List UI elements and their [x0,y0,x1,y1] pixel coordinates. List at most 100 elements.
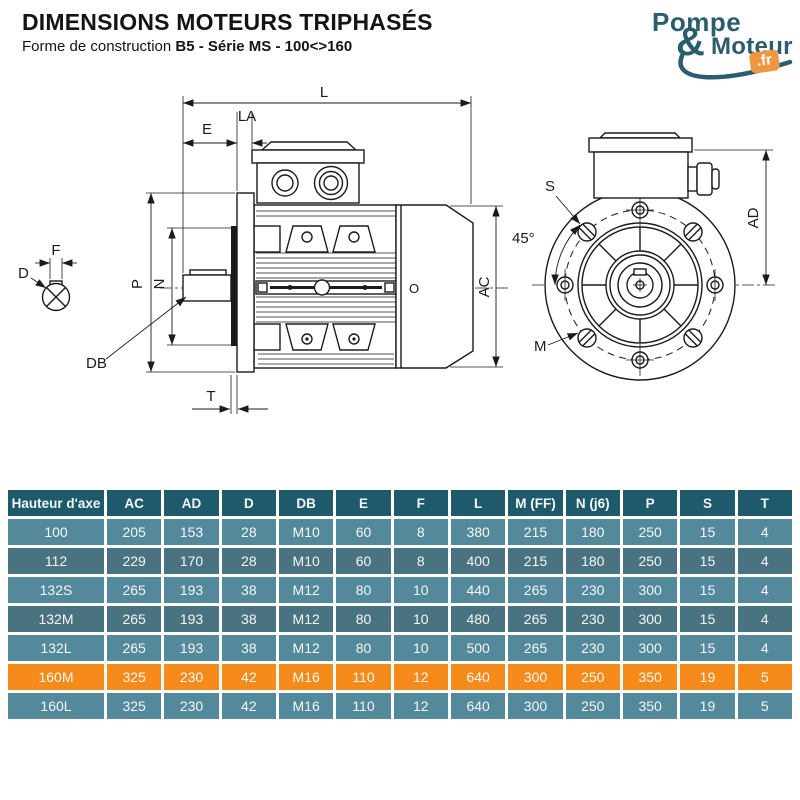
cell: 100 [8,519,104,545]
cell: M16 [278,693,334,719]
col-header-n-j6: N (j6) [565,490,620,516]
cell: 4 [737,519,792,545]
cell: 10 [393,606,448,632]
table-header-row: Hauteur d'axe AC AD D DB E F L M (FF) N … [8,490,792,516]
cell: 193 [164,577,219,603]
cell: 265 [107,606,162,632]
table-row-112: 112 229 170 28 M10 60 8 400 215 180 250 15 4 [8,548,792,574]
cell: 300 [622,606,678,632]
col-header-db: DB [278,490,334,516]
cell: 80 [336,635,391,661]
cell: 440 [450,577,506,603]
cell: M10 [278,548,334,574]
dimensions-table-wrap: Hauteur d'axe AC AD D DB E F L M (FF) N … [5,487,795,722]
front-view-drawing: S 45° M AD [512,132,776,381]
dim-label-P: P [129,279,146,289]
cell: 205 [107,519,162,545]
cell: 229 [107,548,162,574]
cell: 230 [565,635,620,661]
cell: M10 [278,519,334,545]
cell: 230 [565,606,620,632]
col-header-p: P [622,490,678,516]
cell: 160L [8,693,104,719]
cell: 80 [336,577,391,603]
col-header-ad: AD [164,490,219,516]
shaft-section-drawing: F D [18,242,77,312]
cell: 8 [393,519,448,545]
cell: 4 [737,577,792,603]
dim-label-L: L [320,84,328,101]
cell: 15 [680,519,735,545]
cell: 5 [737,693,792,719]
cell: 640 [450,664,506,690]
dim-label-D: D [18,265,29,282]
cell: 19 [680,693,735,719]
cell: 60 [336,548,391,574]
cell: 38 [221,606,276,632]
col-header-m-ff: M (FF) [508,490,563,516]
table-row-160M-highlighted: 160M 325 230 42 M16 110 12 640 300 250 350 19 5 [8,664,792,690]
cell: 250 [565,693,620,719]
page-title: DIMENSIONS MOTEURS TRIPHASÉS [22,9,433,35]
cell: 230 [565,577,620,603]
table-row-160L: 160L 325 230 42 M16 110 12 640 300 250 350 19 5 [8,693,792,719]
cell: 193 [164,635,219,661]
technical-drawing: F D [18,84,776,414]
pompe-moteur-logo: Pompe & Moteur .fr [630,2,800,88]
cell: 300 [508,693,563,719]
cell: 19 [680,664,735,690]
dim-label-DB: DB [86,355,107,372]
dimensions-table: Hauteur d'axe AC AD D DB E F L M (FF) N … [5,487,795,722]
cell: 60 [336,519,391,545]
cell: 180 [565,519,620,545]
dim-label-AC: AC [476,276,493,297]
cell: 500 [450,635,506,661]
cell: 180 [565,548,620,574]
col-header-ac: AC [107,490,162,516]
cell: 250 [622,519,678,545]
cell: 325 [107,664,162,690]
cell: 38 [221,635,276,661]
cell: M16 [278,664,334,690]
cell: 265 [107,635,162,661]
col-header-t: T [737,490,792,516]
cell: 132L [8,635,104,661]
col-header-l: L [450,490,506,516]
cell: 5 [737,664,792,690]
side-view-drawing: O L E LA P N DB T [86,84,508,414]
cell: 230 [164,693,219,719]
cell: 15 [680,635,735,661]
cell: 15 [680,577,735,603]
cell: 42 [221,693,276,719]
table-row-132L: 132L 265 193 38 M12 80 10 500 265 230 300 15 4 [8,635,792,661]
cell: 350 [622,664,678,690]
cell: 42 [221,664,276,690]
cell: 640 [450,693,506,719]
cell: 12 [393,664,448,690]
cell: 400 [450,548,506,574]
cell: 265 [107,577,162,603]
col-header-s: S [680,490,735,516]
dim-label-N: N [151,279,168,290]
cell: 265 [508,606,563,632]
logo-word-pompe: Pompe [652,7,742,37]
cell: 15 [680,548,735,574]
cell: 28 [221,548,276,574]
cell: 132M [8,606,104,632]
cell: 265 [508,577,563,603]
dim-label-T: T [206,388,215,405]
col-header-f: F [393,490,448,516]
cell: 300 [622,577,678,603]
cell: 250 [565,664,620,690]
cell: 38 [221,577,276,603]
dim-label-45deg: 45° [512,230,535,247]
cell: 215 [508,548,563,574]
cell: 15 [680,606,735,632]
dim-label-AD: AD [745,207,762,228]
table-row-132S: 132S 265 193 38 M12 80 10 440 265 230 300 15 4 [8,577,792,603]
col-header-d: D [221,490,276,516]
cell: 28 [221,519,276,545]
cell: 12 [393,693,448,719]
cell: 215 [508,519,563,545]
cell: 132S [8,577,104,603]
